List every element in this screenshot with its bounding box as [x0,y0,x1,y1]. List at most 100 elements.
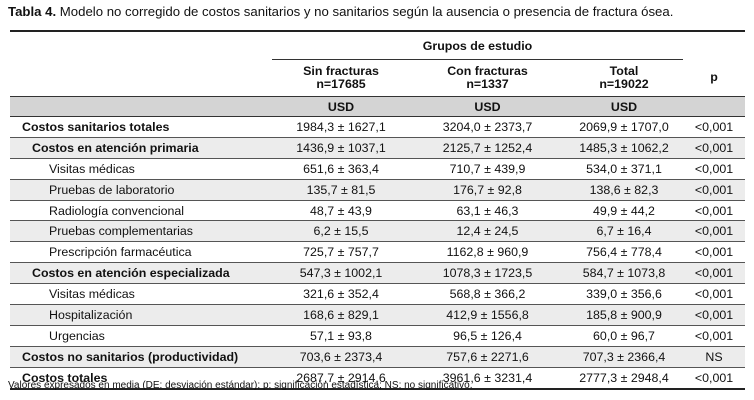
p-value: <0,001 [683,241,745,264]
p-value: <0,001 [683,367,745,390]
blank-cell [683,30,745,60]
value-total: 185,8 ± 900,9 [565,304,683,326]
units-row: USD USD USD [10,96,745,117]
p-value: <0,001 [683,304,745,326]
column-title: Total [609,64,639,78]
value-con-fracturas: 2125,7 ± 1252,4 [410,137,565,159]
value-con-fracturas: 1078,3 ± 1723,5 [410,262,565,285]
blank-cell [10,96,272,117]
table-caption: Tabla 4. Modelo no corregido de costos s… [8,4,673,19]
group-header-row: Grupos de estudio [10,30,745,60]
value-sin-fracturas: 1436,9 ± 1037,1 [272,137,410,159]
column-header-total: Total n=19022 [565,60,683,97]
column-header-sin: Sin fracturas n=17685 [272,60,410,97]
group-header: Grupos de estudio [272,30,683,60]
row-label: Hospitalización [10,304,272,326]
column-title: Con fracturas [447,64,528,78]
column-header-con: Con fracturas n=1337 [410,60,565,97]
p-value: <0,001 [683,179,745,201]
value-total: 584,7 ± 1073,8 [565,262,683,285]
value-sin-fracturas: 651,6 ± 363,4 [272,158,410,180]
value-sin-fracturas: 703,6 ± 2373,4 [272,346,410,368]
column-n: n=1337 [466,77,509,91]
row-label: Visitas médicas [10,283,272,306]
value-sin-fracturas: 547,3 ± 1002,1 [272,262,410,285]
value-con-fracturas: 568,8 ± 366,2 [410,283,565,306]
row-label: Costos sanitarios totales [10,116,272,138]
value-con-fracturas: 3961,6 ± 3231,4 [410,367,565,390]
p-value: <0,001 [683,220,745,243]
column-title: Sin fracturas [303,64,379,78]
p-value: <0,001 [683,137,745,159]
p-value: <0,001 [683,116,745,138]
value-total: 2777,3 ± 2948,4 [565,367,683,390]
value-con-fracturas: 710,7 ± 439,9 [410,158,565,180]
value-con-fracturas: 1162,8 ± 960,9 [410,241,565,264]
p-value: <0,001 [683,200,745,222]
value-con-fracturas: 96,5 ± 126,4 [410,325,565,347]
row-label: Visitas médicas [10,158,272,180]
value-total: 60,0 ± 96,7 [565,325,683,347]
value-sin-fracturas: 321,6 ± 352,4 [272,283,410,306]
table-row: Pruebas de laboratorio 135,7 ± 81,5 176,7 … [10,179,745,201]
value-total: 534,0 ± 371,1 [565,158,683,180]
value-sin-fracturas: 1984,3 ± 1627,1 [272,116,410,138]
p-value: NS [683,346,745,368]
value-con-fracturas: 12,4 ± 24,5 [410,220,565,243]
value-sin-fracturas: 48,7 ± 43,9 [272,200,410,222]
row-label: Radiología convencional [10,200,272,222]
value-total: 49,9 ± 44,2 [565,200,683,222]
column-n: n=17685 [316,77,366,91]
column-header-p: p [710,70,718,85]
p-value: <0,001 [683,283,745,306]
row-label: Pruebas complementarias [10,220,272,243]
table-row: Urgencias 57,1 ± 93,8 96,5 ± 126,4 60,0 ± 9… [10,325,745,347]
costs-table: Grupos de estudio Sin fracturas n=17685 C… [10,30,745,390]
value-con-fracturas: 412,9 ± 1556,8 [410,304,565,326]
table-row: Costos en atención primaria 1436,9 ± 1037… [10,137,745,159]
blank-cell [683,96,745,117]
table-row: Visitas médicas 321,6 ± 352,4 568,8 ± 366,… [10,283,745,306]
value-sin-fracturas: 725,7 ± 757,7 [272,241,410,264]
row-label: Pruebas de laboratorio [10,179,272,201]
value-con-fracturas: 3204,0 ± 2373,7 [410,116,565,138]
value-total: 756,4 ± 778,4 [565,241,683,264]
table-row: Hospitalización 168,6 ± 829,1 412,9 ± 1556… [10,304,745,326]
row-label: Costos en atención especializada [10,262,272,285]
table-row: Radiología convencional 48,7 ± 43,9 63,1 ±… [10,200,745,222]
table-row: Costos totales 2687,7 ± 2914,6 3961,6 ± 32… [10,367,745,390]
blank-cell [10,60,272,97]
value-total: 2069,9 ± 1707,0 [565,116,683,138]
value-sin-fracturas: 6,2 ± 15,5 [272,220,410,243]
p-value: <0,001 [683,158,745,180]
table-row: Pruebas complementarias 6,2 ± 15,5 12,4 ± … [10,220,745,243]
row-label: Costos totales [10,367,272,390]
table-row: Costos en atención especializada 547,3 ± … [10,262,745,285]
value-con-fracturas: 176,7 ± 92,8 [410,179,565,201]
table-row: Costos no sanitarios (productividad) 703,… [10,346,745,368]
value-total: 138,6 ± 82,3 [565,179,683,201]
table-body: Costos sanitarios totales 1984,3 ± 1627,1… [10,116,745,390]
table-row: Prescripción farmacéutica 725,7 ± 757,7 11… [10,241,745,264]
value-total: 6,7 ± 16,4 [565,220,683,243]
value-con-fracturas: 757,6 ± 2271,6 [410,346,565,368]
value-con-fracturas: 63,1 ± 46,3 [410,200,565,222]
value-total: 707,3 ± 2366,4 [565,346,683,368]
value-sin-fracturas: 57,1 ± 93,8 [272,325,410,347]
value-sin-fracturas: 2687,7 ± 2914,6 [272,367,410,390]
table-row: Costos sanitarios totales 1984,3 ± 1627,1… [10,116,745,138]
row-label: Costos en atención primaria [10,137,272,159]
p-value: <0,001 [683,325,745,347]
caption-text: Modelo no corregido de costos sanitarios… [56,4,674,19]
caption-prefix: Tabla 4. [8,4,57,19]
row-label: Urgencias [10,325,272,347]
blank-cell [10,30,272,60]
column-n: n=19022 [599,77,649,91]
value-total: 1485,3 ± 1062,2 [565,137,683,159]
value-sin-fracturas: 135,7 ± 81,5 [272,179,410,201]
footnote: Valores expresados en media (DE: desviac… [8,380,473,391]
unit-cell: USD [565,96,683,117]
value-total: 339,0 ± 356,6 [565,283,683,306]
p-value: <0,001 [683,262,745,285]
